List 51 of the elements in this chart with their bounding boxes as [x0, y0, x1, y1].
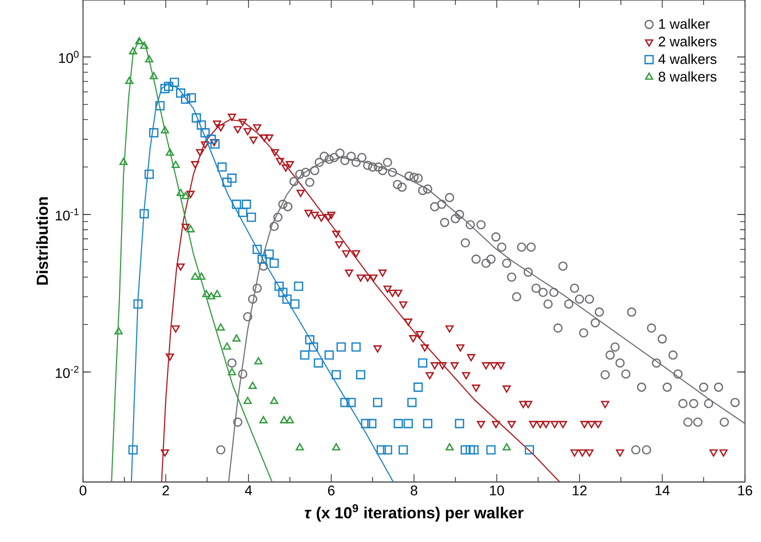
- point: [254, 357, 263, 364]
- point: [176, 188, 185, 196]
- x-tick-label: 0: [80, 486, 86, 496]
- legend-label: 4 walkers: [658, 54, 716, 64]
- x-tick-label: 10: [490, 486, 504, 496]
- point: [232, 334, 241, 342]
- point: [296, 443, 304, 450]
- legend-label: 2 walkers: [658, 36, 716, 46]
- x-tick-label: 14: [656, 486, 670, 496]
- point: [166, 148, 174, 156]
- point: [216, 323, 225, 331]
- x-tick-label: 2: [162, 486, 169, 496]
- point: [248, 382, 257, 389]
- point: [135, 37, 144, 44]
- point: [286, 416, 294, 424]
- y-tick-label: 10$^{-2}$: [56, 366, 78, 378]
- x-tick-label: 12: [572, 486, 587, 496]
- line-series: [111, 38, 273, 482]
- legend-label: 1 walker: [659, 18, 710, 29]
- x-tick-label: 4: [244, 486, 252, 496]
- point: [202, 290, 210, 298]
- point: [150, 72, 158, 80]
- y-tick-label: 10$^{0}$: [59, 50, 79, 64]
- y-axis-title: Distribution: [36, 197, 48, 285]
- point: [128, 47, 138, 54]
- legend-label: 8 walkers: [658, 71, 716, 82]
- y-tick-label: 10$^{-1}$: [56, 208, 79, 220]
- point: [445, 443, 454, 450]
- point: [259, 416, 268, 424]
- x-tick-label: 6: [328, 486, 335, 496]
- x-axis-title: τ (x 10$^{9}$ iterations) per walker: [304, 504, 524, 522]
- x-tick-label: 16: [738, 486, 752, 496]
- point: [172, 160, 180, 168]
- point: [270, 396, 278, 404]
- point: [197, 272, 206, 280]
- point: [145, 55, 154, 62]
- x-tick-label: 8: [410, 486, 418, 496]
- point: [114, 327, 123, 334]
- point: [212, 290, 222, 298]
- point: [207, 292, 216, 300]
- point: [228, 368, 236, 376]
- point: [191, 272, 200, 280]
- point: [140, 42, 148, 49]
- point: [244, 396, 252, 404]
- point: [119, 158, 128, 166]
- point: [222, 342, 232, 350]
- point: [332, 443, 340, 450]
- point: [502, 443, 511, 450]
- point: [125, 76, 134, 84]
- point: [280, 416, 288, 424]
- point: [160, 126, 170, 134]
